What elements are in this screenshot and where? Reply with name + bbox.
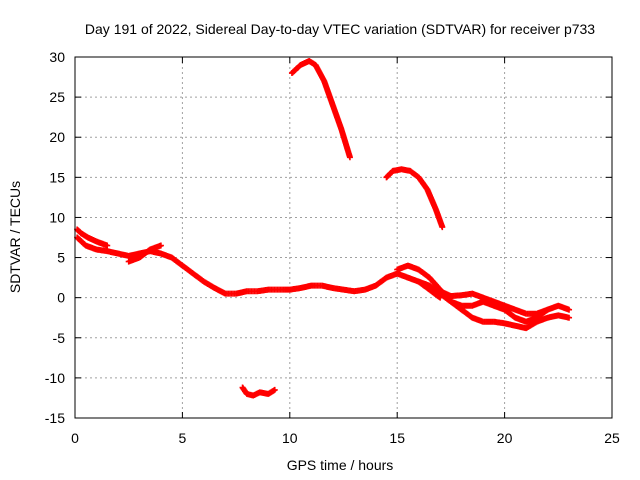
y-tick-label: 0 — [57, 290, 65, 306]
series-track-main — [74, 234, 444, 301]
x-tick-label: 10 — [282, 430, 298, 446]
chart-title: Day 191 of 2022, Sidereal Day-to-day VTE… — [85, 21, 595, 37]
series-track-high-1 — [288, 58, 353, 161]
y-tick-label: -5 — [53, 330, 66, 346]
data-point — [157, 242, 164, 249]
x-tick-label: 20 — [497, 430, 513, 446]
series-track-low — [239, 384, 278, 399]
series-track-early-a — [74, 226, 111, 249]
y-tick-label: -15 — [45, 410, 65, 426]
axis-ticks: 0 5 10 15 20 25 -15 -10 -5 0 5 10 15 20 25 30 — [45, 49, 620, 446]
series-track-early-b — [125, 242, 164, 265]
series-track-high-2 — [383, 166, 446, 231]
data-point — [566, 306, 573, 313]
x-tick-label: 15 — [389, 430, 405, 446]
y-tick-label: 5 — [57, 250, 65, 266]
data-point — [544, 306, 551, 313]
y-tick-label: 25 — [49, 89, 65, 105]
x-axis-label: GPS time / hours — [287, 457, 394, 473]
y-tick-label: 10 — [49, 209, 65, 225]
y-tick-label: -10 — [45, 370, 65, 386]
y-axis-label: SDTVAR / TECUs — [7, 181, 23, 293]
data-point — [439, 224, 446, 231]
y-tick-label: 30 — [49, 49, 65, 65]
data-point — [566, 314, 573, 321]
data-point — [271, 386, 278, 393]
data-points — [74, 58, 573, 399]
data-point — [346, 154, 353, 161]
x-tick-label: 5 — [179, 430, 187, 446]
x-tick-label: 25 — [604, 430, 620, 446]
series-track-late-c — [437, 288, 551, 317]
plot-frame — [74, 56, 613, 419]
x-tick-label: 0 — [71, 430, 79, 446]
grid-lines — [75, 57, 612, 418]
y-tick-label: 15 — [49, 169, 65, 185]
data-point — [104, 242, 111, 249]
y-tick-label: 20 — [49, 129, 65, 145]
